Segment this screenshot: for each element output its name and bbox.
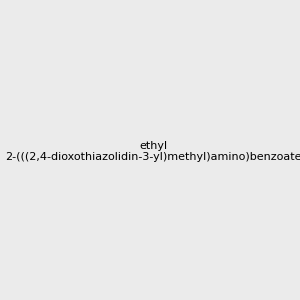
Text: ethyl 2-(((2,4-dioxothiazolidin-3-yl)methyl)amino)benzoate: ethyl 2-(((2,4-dioxothiazolidin-3-yl)met… bbox=[5, 141, 300, 162]
